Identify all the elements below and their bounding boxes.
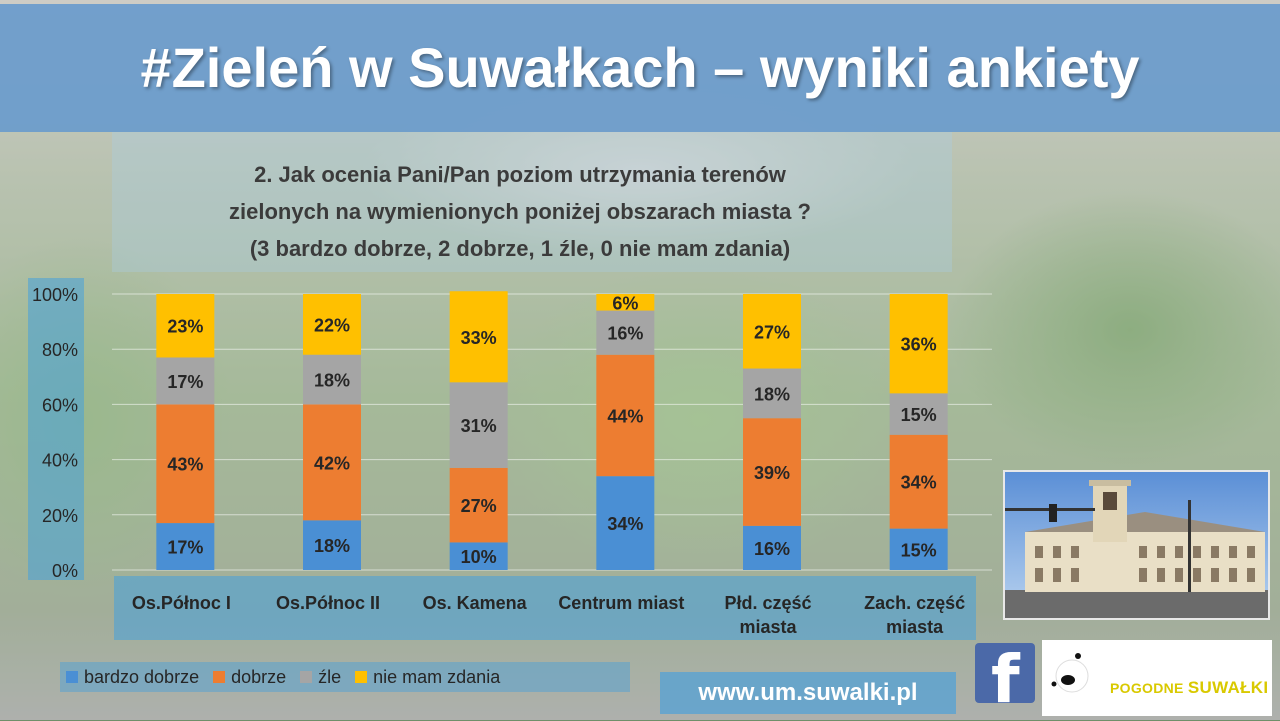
- data-label: 18%: [314, 536, 350, 556]
- legend-item: dobrze: [213, 667, 286, 688]
- x-tick-label: Os.Północ II: [276, 593, 380, 613]
- legend-item: nie mam zdania: [355, 667, 500, 688]
- question-panel: [112, 132, 952, 272]
- bar-segment: [449, 467, 508, 543]
- question-line-1: 2. Jak ocenia Pani/Pan poziom utrzymania…: [254, 162, 786, 187]
- legend-swatch: [355, 671, 368, 683]
- y-tick-label: 60%: [42, 395, 78, 415]
- legend-label: źle: [318, 666, 342, 687]
- data-label: 22%: [314, 315, 350, 335]
- data-label: 23%: [167, 317, 203, 337]
- data-label: 34%: [901, 473, 937, 493]
- chart-bars: 17% 43% 17% 23% 18% 42% 18% 22% 10% 27% 31% 33% 34% 4…: [156, 291, 948, 570]
- bar-segment: [889, 393, 948, 435]
- legend-band: [60, 662, 630, 692]
- bar-segment: [743, 418, 801, 526]
- bar-segment: [743, 368, 801, 419]
- bar-segment: [449, 542, 508, 570]
- data-label: 18%: [754, 384, 790, 404]
- data-label: 27%: [461, 496, 497, 516]
- question-line-2: zielonych na wymienionych poniżej obszar…: [229, 199, 811, 224]
- data-label: 16%: [754, 539, 790, 559]
- bar-segment: [303, 354, 361, 405]
- bar-segment: [303, 404, 361, 521]
- legend-label: nie mam zdania: [373, 666, 501, 687]
- x-axis-ticks: Os.Północ I Os.Północ II Os. Kamena Centrum…: [132, 593, 965, 637]
- question-line-3: (3 bardzo dobrze, 2 dobrze, 1 źle, 0 nie…: [249, 236, 791, 261]
- logo-word-pogodne: POGODNE: [1110, 680, 1184, 696]
- data-label: 18%: [314, 371, 350, 391]
- data-label: 17%: [167, 538, 203, 558]
- bar-segment: [743, 525, 801, 570]
- y-tick-label: 40%: [42, 451, 78, 471]
- data-label: 27%: [754, 322, 790, 342]
- data-label: 6%: [612, 293, 638, 313]
- data-label: 34%: [607, 514, 643, 534]
- bar-segment: [303, 520, 361, 570]
- bar-segment: [156, 523, 215, 570]
- y-axis-band: [28, 278, 84, 580]
- y-tick-label: 0%: [52, 561, 78, 581]
- bar-segment: [596, 354, 655, 477]
- y-tick-label: 80%: [42, 340, 78, 360]
- bar-segment: [449, 291, 508, 383]
- page-title: #Zieleń w Suwałkach – wyniki ankiety: [140, 36, 1140, 99]
- facebook-icon[interactable]: f: [975, 643, 1035, 703]
- bar-segment: [303, 294, 361, 355]
- pogodne-suwalki-logo: [1042, 640, 1272, 716]
- data-label: 10%: [461, 547, 497, 567]
- data-label: 31%: [461, 416, 497, 436]
- legend-label: bardzo dobrze: [84, 666, 200, 687]
- chart-legend: bardzo dobrze dobrze źle nie mam zdania: [66, 662, 500, 692]
- bar-segment: [889, 294, 948, 394]
- y-tick-label: 20%: [42, 506, 78, 526]
- legend-label: dobrze: [231, 666, 287, 687]
- x-axis-band: [114, 576, 976, 640]
- logo-wordmark: POGODNE SUWAŁKI: [1110, 678, 1268, 698]
- bar-segment: [596, 476, 655, 570]
- bar-segment: [596, 310, 655, 355]
- legend-item: źle: [300, 667, 341, 688]
- bar-segment: [156, 404, 215, 524]
- website-url[interactable]: www.um.suwalki.pl: [698, 679, 918, 706]
- town-hall-photo: [1003, 470, 1270, 620]
- legend-swatch: [66, 671, 78, 683]
- bar-segment: [889, 434, 948, 529]
- x-tick-label: Zach. część miasta: [864, 593, 965, 637]
- data-label: 36%: [901, 335, 937, 355]
- data-label: 15%: [901, 405, 937, 425]
- bar-segment: [596, 294, 655, 311]
- data-label: 43%: [167, 455, 203, 475]
- x-tick-label: Os.Północ I: [132, 593, 231, 613]
- legend-item: bardzo dobrze: [66, 667, 199, 688]
- x-tick-label: Centrum miast: [558, 593, 684, 613]
- chart-grid: [112, 293, 992, 571]
- x-tick-label: Płd. część miasta: [724, 593, 811, 637]
- data-label: 39%: [754, 463, 790, 483]
- legend-swatch: [213, 671, 226, 683]
- y-axis-ticks: 0% 20% 40% 60% 80% 100%: [32, 285, 78, 581]
- bar-segment: [449, 382, 508, 468]
- url-panel: [660, 672, 956, 714]
- data-label: 17%: [167, 372, 203, 392]
- x-tick-label: Os. Kamena: [423, 593, 528, 613]
- logo-word-suwalki: SUWAŁKI: [1187, 678, 1269, 697]
- data-label: 15%: [901, 540, 937, 560]
- bar-segment: [889, 528, 948, 570]
- question-text: 2. Jak ocenia Pani/Pan poziom utrzymania…: [100, 156, 940, 267]
- bar-segment: [156, 357, 215, 405]
- title-banner: [0, 4, 1280, 132]
- data-label: 42%: [314, 453, 350, 473]
- data-label: 33%: [461, 328, 497, 348]
- bar-segment: [156, 294, 215, 358]
- y-tick-label: 100%: [32, 285, 78, 305]
- legend-swatch: [300, 671, 313, 683]
- data-label: 44%: [607, 406, 643, 426]
- bar-segment: [743, 294, 801, 369]
- data-label: 16%: [607, 324, 643, 344]
